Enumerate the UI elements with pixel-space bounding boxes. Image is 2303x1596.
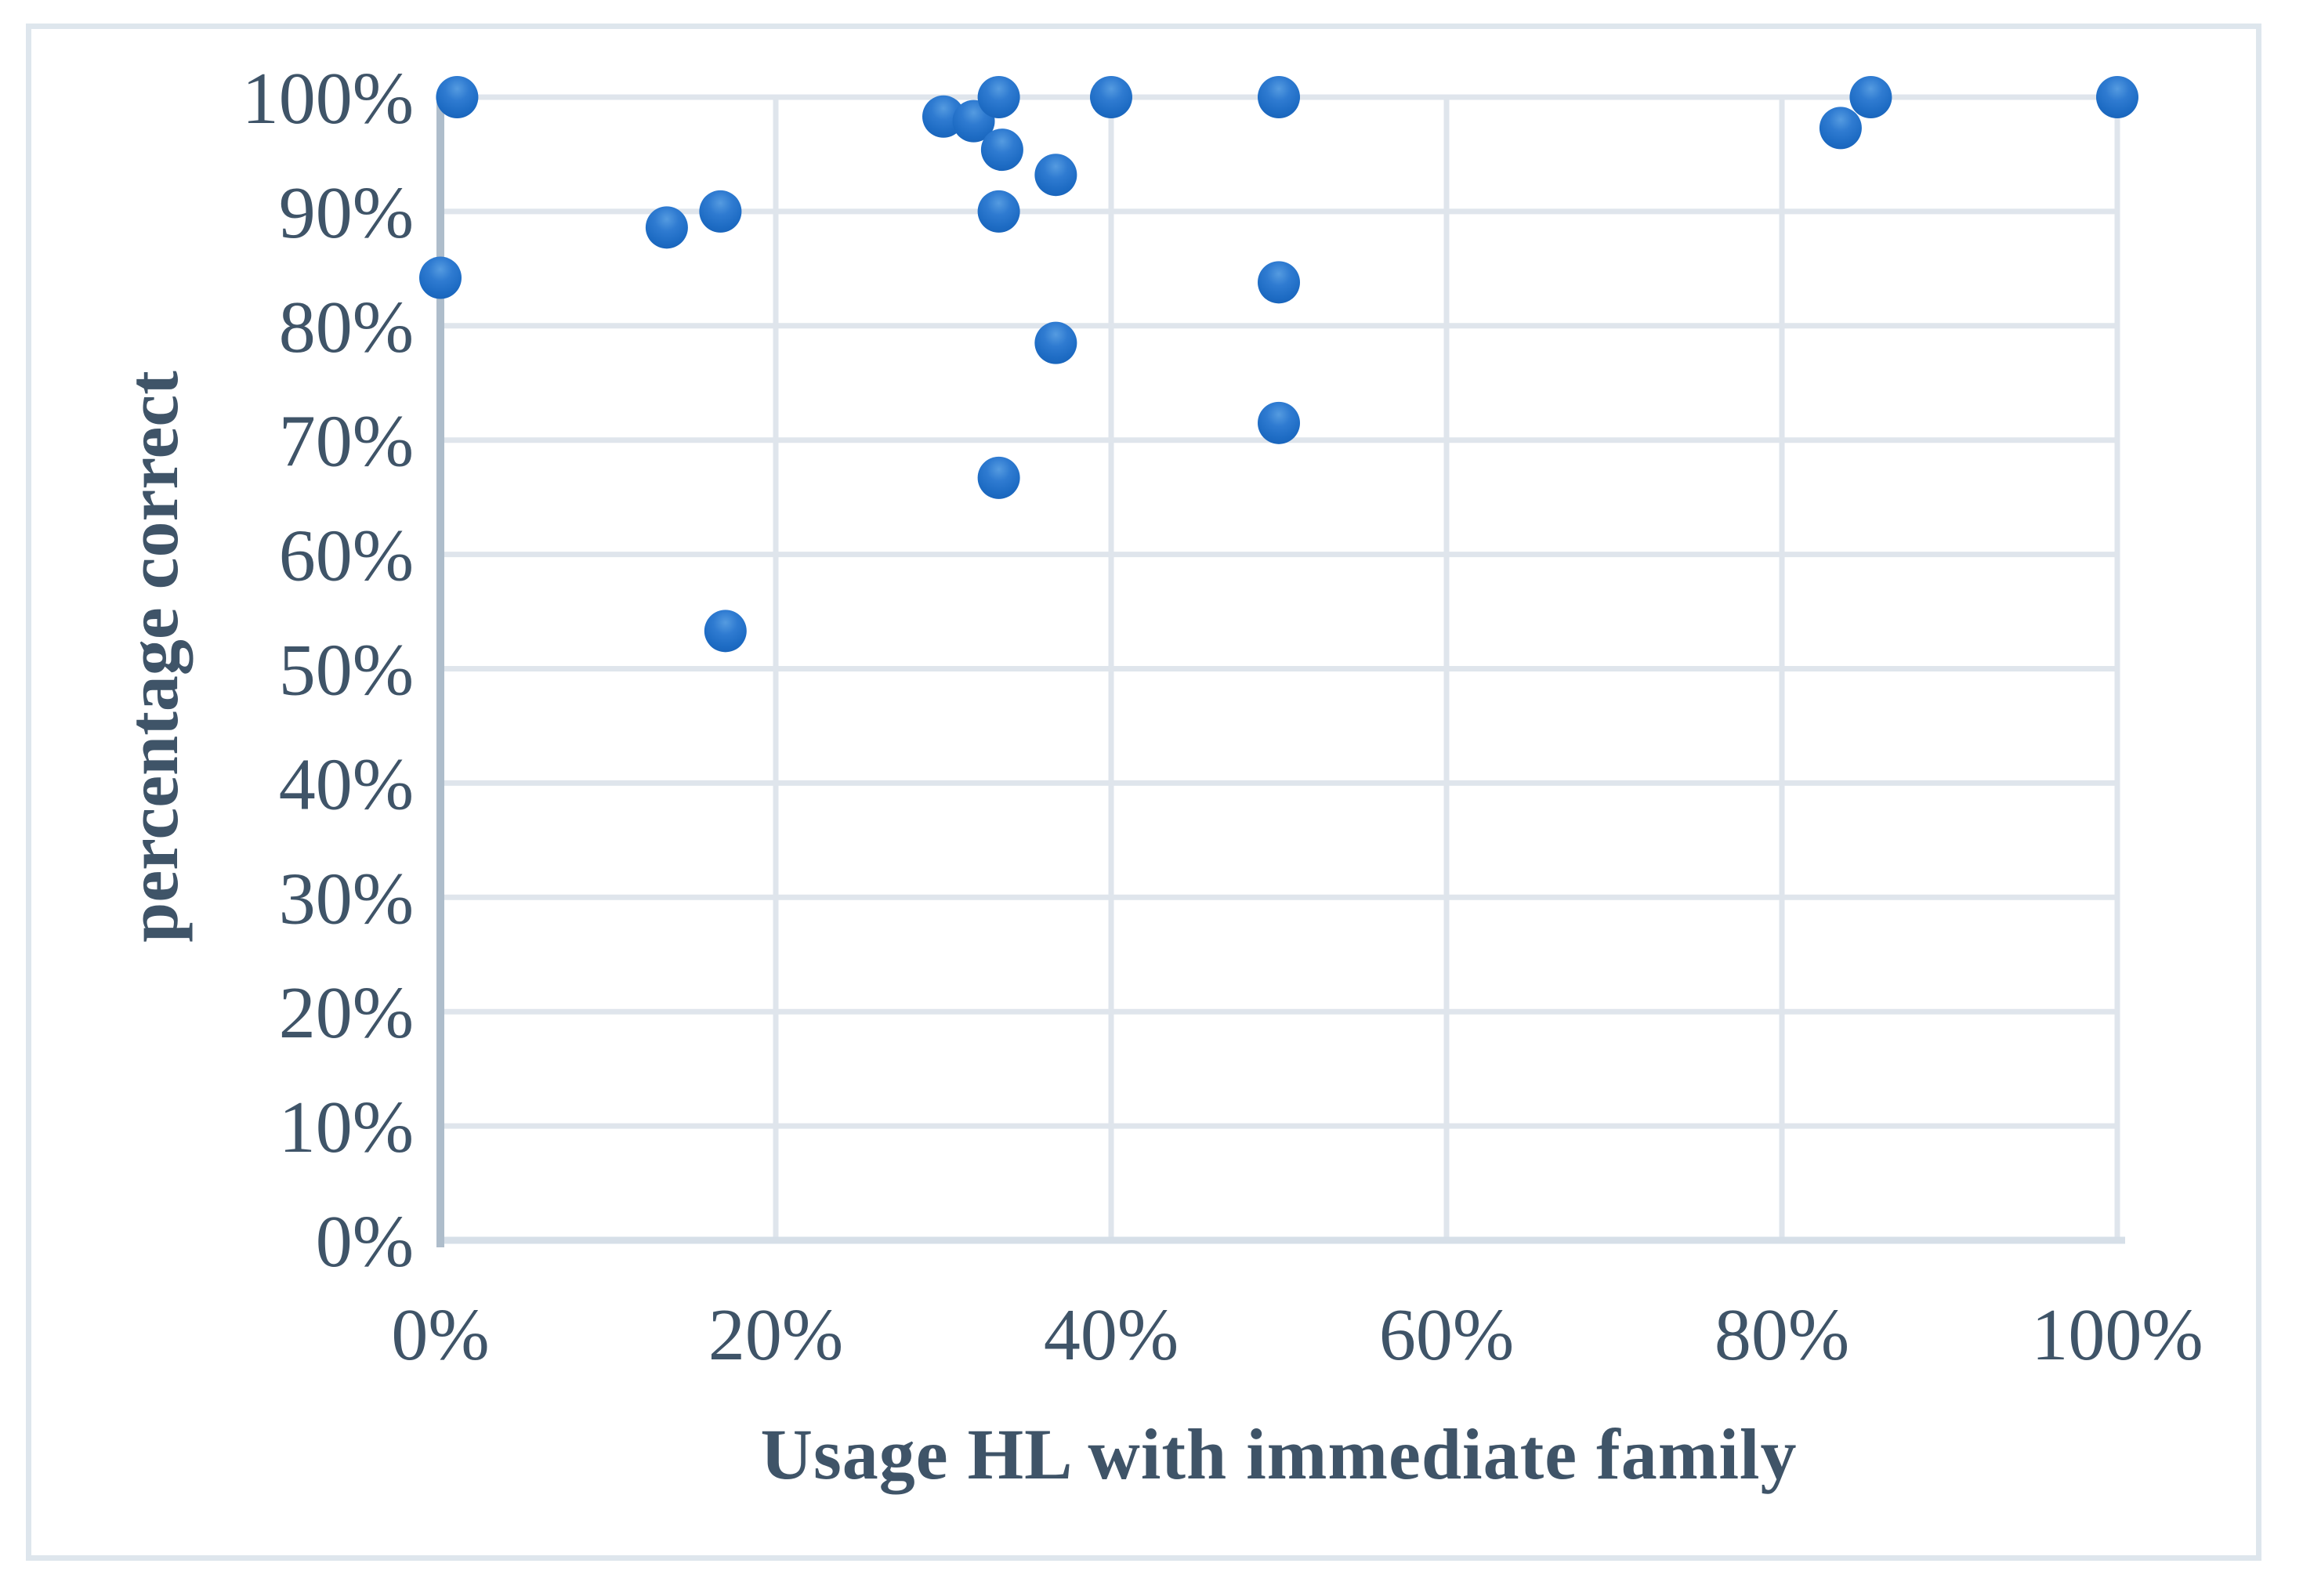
y-tick-label: 40% (279, 744, 414, 825)
chart-frame (26, 24, 2261, 1561)
data-point (977, 76, 1020, 118)
y-tick-label: 20% (279, 972, 414, 1054)
y-tick-label: 10% (279, 1087, 414, 1168)
data-point (1819, 107, 1862, 150)
data-point (1034, 154, 1077, 197)
data-point (419, 256, 462, 299)
data-point (1034, 321, 1077, 364)
data-point (2096, 76, 2138, 118)
data-point (1258, 401, 1300, 444)
y-axis-title: percentage correct (113, 371, 193, 943)
y-tick-label: 80% (279, 287, 414, 368)
data-point (977, 456, 1020, 499)
data-point (980, 128, 1023, 172)
x-tick-label: 20% (708, 1294, 843, 1376)
data-point (1090, 76, 1132, 118)
y-tick-label: 60% (279, 516, 414, 597)
data-points (419, 76, 2138, 653)
data-point (1849, 76, 1892, 118)
data-point (704, 610, 747, 653)
x-axis-title: Usage HL with immediate family (760, 1414, 1798, 1494)
x-tick-label: 0% (391, 1294, 489, 1376)
x-tick-label: 40% (1044, 1294, 1179, 1376)
x-tick-label: 100% (2031, 1294, 2203, 1376)
x-tick-label: 80% (1715, 1294, 1849, 1376)
data-point (699, 190, 742, 233)
y-tick-label: 30% (279, 858, 414, 939)
data-point (1258, 76, 1300, 118)
y-tick-label: 0% (316, 1201, 414, 1283)
x-tick-label: 60% (1379, 1294, 1514, 1376)
data-point (436, 76, 479, 118)
y-tick-label: 90% (279, 172, 414, 254)
tick-labels: 0% 20% 40% 60% 80% 100% 0% 10% 20% 30% 40% 50% 60% 70… (242, 58, 2203, 1376)
data-point (977, 190, 1020, 233)
data-point (645, 206, 688, 249)
data-point (1258, 261, 1300, 304)
y-tick-label: 50% (279, 630, 414, 711)
y-tick-label: 100% (242, 58, 414, 139)
y-tick-label: 70% (279, 401, 414, 483)
